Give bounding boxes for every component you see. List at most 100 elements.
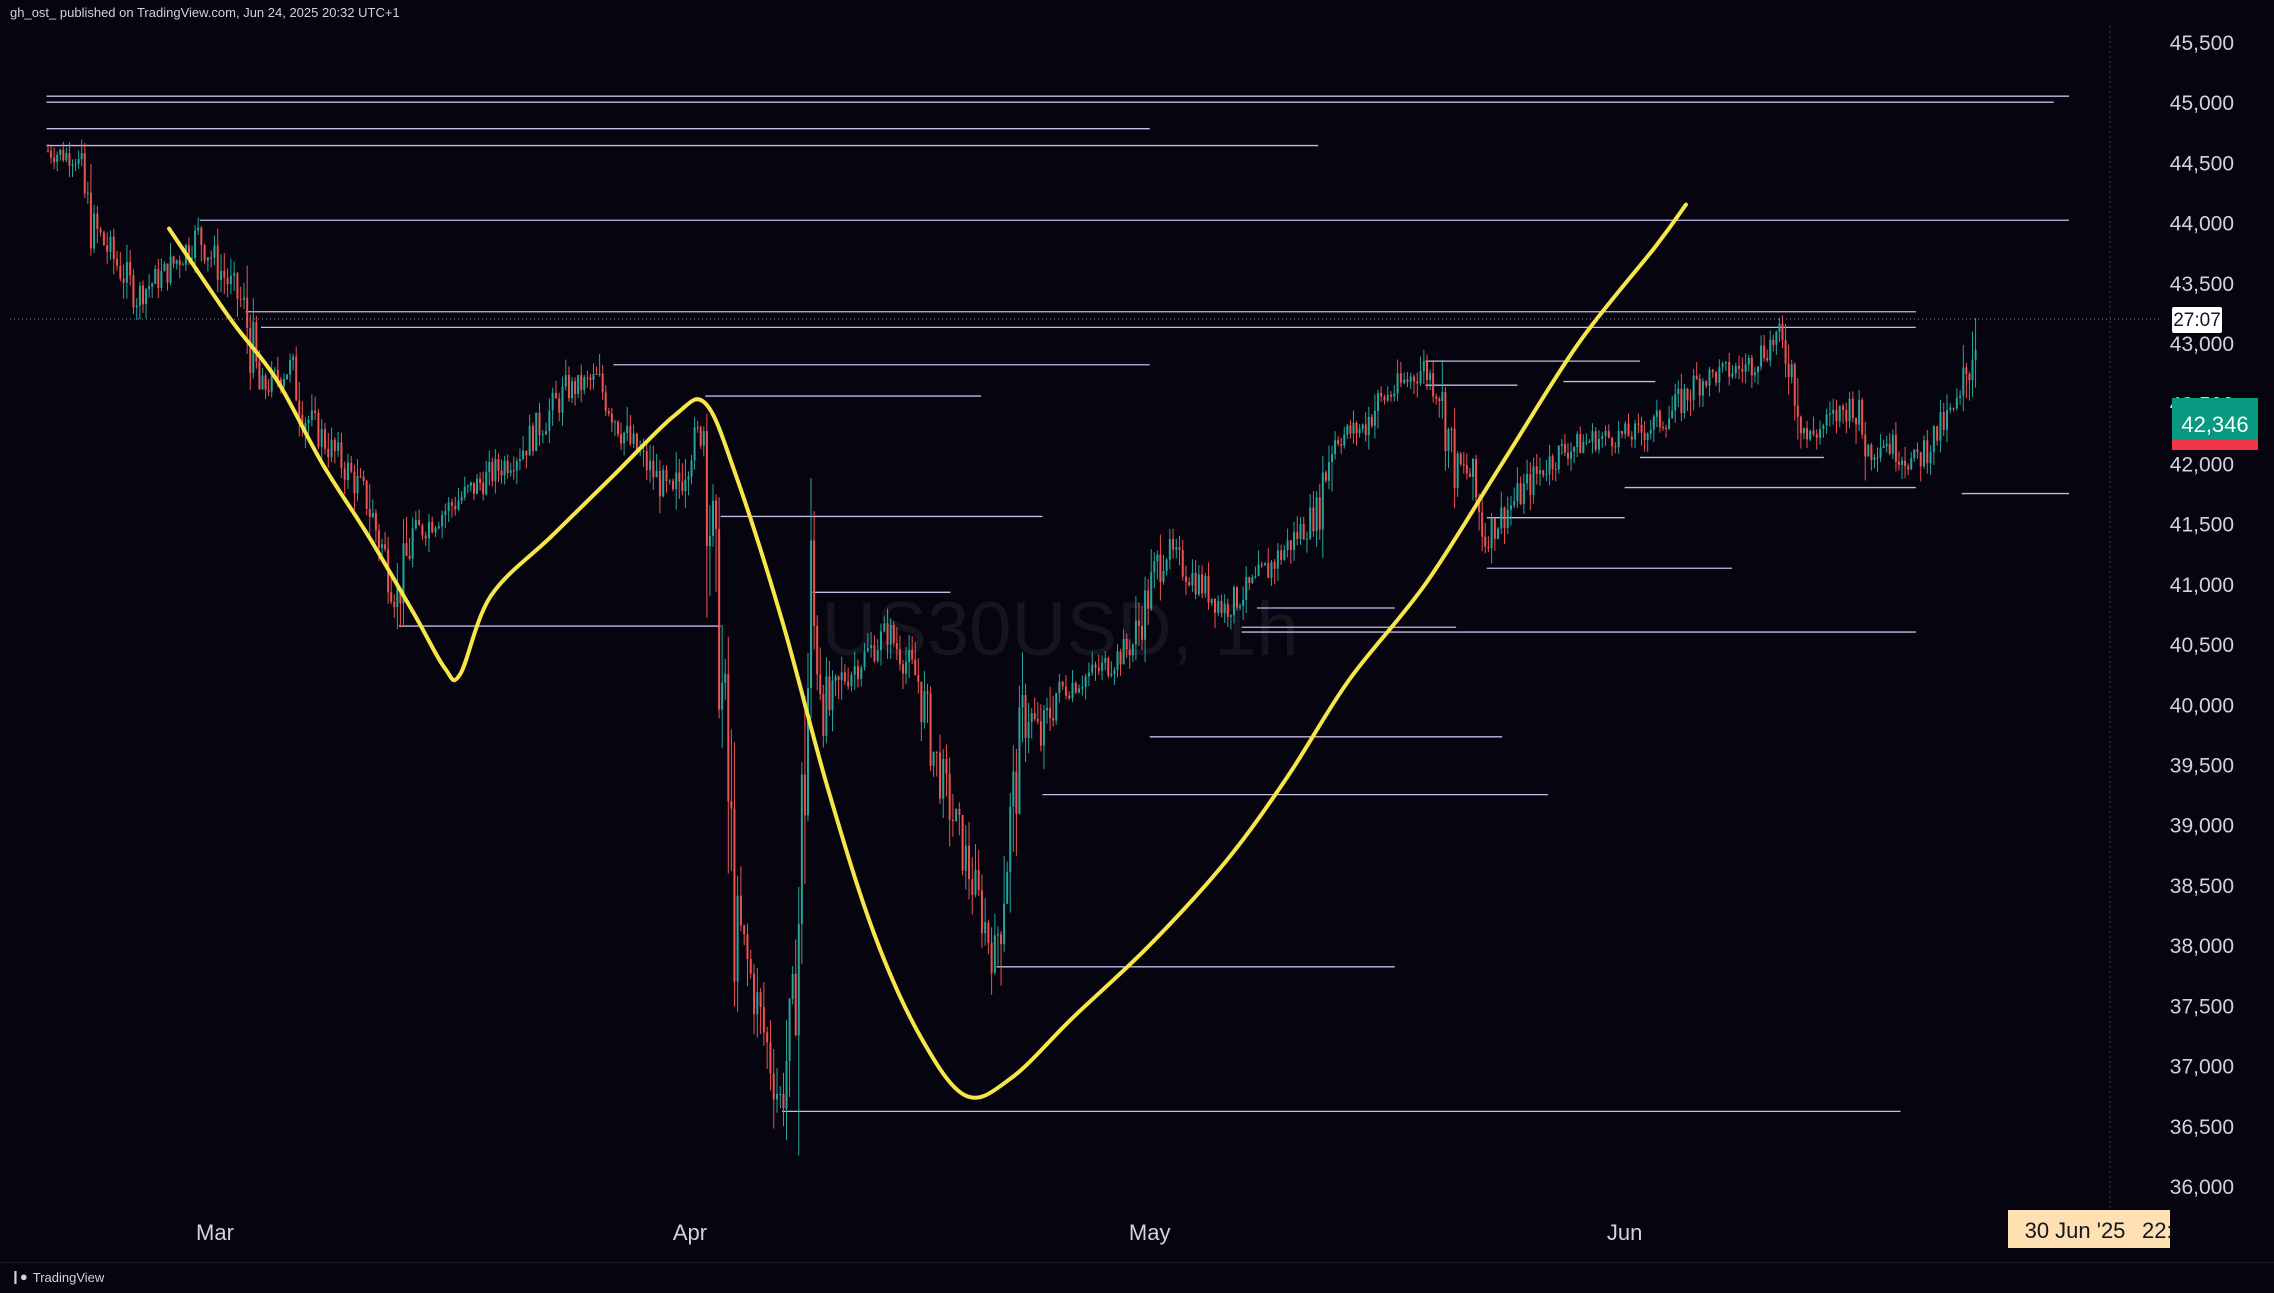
candle-body [1091, 664, 1094, 673]
candle-body [206, 257, 209, 261]
candle-body [1204, 575, 1207, 594]
candle-body [690, 460, 693, 477]
candle-body [1861, 400, 1864, 435]
candle-body [249, 327, 252, 374]
candle-body [803, 774, 806, 816]
candle-body [181, 264, 184, 266]
candle-body [1968, 373, 1971, 381]
candle-body [926, 691, 929, 694]
candle-body [649, 460, 652, 471]
candle-body [494, 458, 497, 481]
price-chart[interactable]: US30USD, 1h 45,50045,00044,50044,00043,5… [0, 0, 2274, 1262]
candle-body [1897, 461, 1900, 465]
candle-body [1453, 428, 1456, 489]
candle-body [1172, 538, 1175, 550]
candle-body [1711, 369, 1714, 373]
candle-body [1962, 367, 1965, 396]
candle-body [1137, 620, 1140, 626]
candle-body [1409, 376, 1412, 382]
candle-body [1882, 445, 1885, 448]
candle-body [320, 429, 323, 447]
candle-body [1952, 407, 1955, 409]
candle-body [1289, 540, 1292, 550]
candle-body [776, 1094, 779, 1100]
candle-body [1036, 719, 1039, 722]
candle-body [1248, 577, 1251, 584]
candle-body [74, 163, 77, 165]
candle-body [1812, 430, 1815, 435]
candle-body [220, 270, 223, 280]
candle-body [873, 645, 876, 661]
candle-body [1223, 603, 1226, 613]
projection-curve-path[interactable] [167, 202, 1688, 1100]
candle-body [86, 192, 89, 194]
candle-body [233, 273, 236, 276]
price-tick-label: 43,000 [2170, 333, 2234, 356]
candle-body [96, 213, 99, 230]
candle-body [512, 470, 515, 472]
candle-body [984, 922, 987, 934]
candle-body [1068, 695, 1071, 699]
candle-body [1254, 576, 1257, 578]
price-tick-label: 36,000 [2170, 1176, 2234, 1199]
tradingview-mark-icon: ❙● [10, 1269, 28, 1284]
time-badge: 30 Jun '25 22: [2008, 1210, 2173, 1248]
candle-body [1822, 425, 1825, 430]
candle-body [1529, 474, 1532, 496]
time-axis[interactable]: Mar Apr May Jun [196, 1220, 1642, 1245]
candle-body [1074, 683, 1077, 693]
candle-body [863, 651, 866, 668]
candle-body [163, 263, 166, 271]
candle-body [1438, 398, 1441, 402]
candle-body [83, 153, 86, 194]
candle-body [1825, 414, 1828, 426]
candle-body [1084, 676, 1087, 687]
level-lines[interactable] [46, 95, 2070, 1112]
candle-body [515, 461, 518, 471]
projection-curve[interactable] [167, 202, 1688, 1100]
candle-body [724, 674, 727, 683]
candle-body [678, 472, 681, 482]
candle-body [1191, 572, 1194, 586]
candle-body [1039, 721, 1042, 746]
candle-body [71, 164, 74, 166]
candle-body [782, 1093, 785, 1109]
candle-body [525, 450, 528, 456]
candle-body [1942, 412, 1945, 430]
candle-body [1634, 423, 1637, 440]
candle-body [1557, 445, 1560, 470]
candle-body [1116, 651, 1119, 670]
candle-body [1052, 718, 1055, 721]
candle-body [1232, 587, 1235, 616]
candle-body [1122, 638, 1125, 665]
time-tick-label: Jun [1607, 1220, 1642, 1245]
candle-body [479, 478, 482, 483]
tradingview-logo[interactable]: ❙● TradingView [10, 1269, 104, 1285]
candle-body [1522, 483, 1525, 505]
candle-body [583, 377, 586, 390]
candle-body [1781, 323, 1784, 341]
candle-body [1894, 434, 1897, 462]
candle-body [298, 400, 301, 415]
price-axis[interactable]: 45,50045,00044,50044,00043,50043,00042,5… [2170, 32, 2234, 1199]
candle-body [1548, 456, 1551, 475]
candle-body [1806, 428, 1809, 440]
candle-body [1649, 429, 1652, 434]
countdown-text: 27:07 [2173, 310, 2221, 331]
candle-body [1293, 532, 1296, 550]
candle-body [1658, 410, 1661, 428]
candle-body [1000, 934, 1003, 945]
candle-body [384, 544, 387, 550]
candle-body [414, 519, 417, 529]
candle-body [974, 869, 977, 895]
candle-body [273, 369, 276, 371]
candle-body [1393, 393, 1396, 397]
candle-body [1015, 771, 1018, 814]
candle-body [447, 502, 450, 512]
candle-body [1049, 707, 1052, 719]
candle-body [1168, 538, 1171, 560]
candle-body [314, 410, 317, 413]
candle-body [1459, 453, 1462, 465]
candle-body [454, 505, 457, 510]
candle-body [672, 480, 675, 490]
